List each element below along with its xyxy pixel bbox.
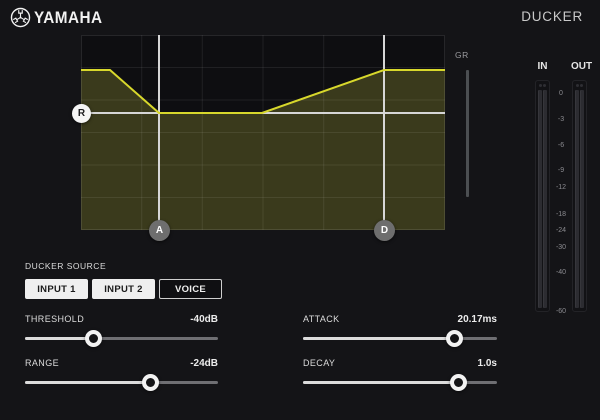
in-peak-dot-right [543, 84, 546, 87]
out-meter-bar-right [580, 90, 584, 308]
meter-scale-tick: -9 [557, 167, 565, 174]
threshold-value: -40dB [190, 314, 218, 325]
range-fill [25, 381, 151, 384]
in-peak-dot-left [539, 84, 542, 87]
meter-scale-tick: -24 [555, 227, 567, 234]
source-button-voice[interactable]: VOICE [159, 279, 222, 299]
meter-scale-tick: -60 [555, 308, 567, 315]
out-level-meter [572, 80, 587, 312]
envelope-plot [81, 35, 445, 230]
range-track[interactable] [25, 374, 218, 391]
source-button-input1[interactable]: INPUT 1 [25, 279, 88, 299]
ducker-source-label: DUCKER SOURCE [25, 261, 107, 271]
decay-slider: DECAY 1.0s [303, 358, 497, 394]
ducker-envelope-graph [81, 35, 445, 230]
meter-scale-tick: -6 [557, 142, 565, 149]
threshold-fill [25, 337, 93, 340]
meter-db-scale: 0 -3 -6 -9 -12 -18 -24 -30 -40 -60 [549, 0, 573, 320]
decay-handle[interactable]: D [374, 220, 395, 241]
range-slider: RANGE -24dB [25, 358, 218, 394]
meter-scale-tick: -40 [555, 269, 567, 276]
decay-label: DECAY [303, 358, 336, 368]
decay-track[interactable] [303, 374, 497, 391]
range-thumb[interactable] [142, 374, 160, 391]
gr-meter-bar [466, 70, 469, 197]
yamaha-tuning-fork-icon [10, 7, 31, 28]
gr-meter-label: GR [455, 50, 469, 60]
threshold-slider: THRESHOLD -40dB [25, 314, 218, 350]
out-meter-label: OUT [571, 61, 593, 72]
out-meter-bar-left [575, 90, 579, 308]
meter-scale-tick: -30 [555, 244, 567, 251]
brand-wordmark: YAMAHA [34, 7, 103, 27]
envelope-fill-area [81, 70, 445, 230]
attack-value: 20.17ms [457, 314, 497, 325]
out-peak-dot-left [576, 84, 579, 87]
threshold-thumb[interactable] [84, 330, 102, 347]
attack-thumb[interactable] [446, 330, 464, 347]
attack-fill [303, 337, 455, 340]
in-meter-bar-left [538, 90, 542, 308]
range-handle[interactable]: R [72, 104, 91, 123]
in-level-meter [535, 80, 550, 312]
ducker-source-buttons: INPUT 1 INPUT 2 VOICE [25, 279, 222, 299]
in-meter-bar-right [543, 90, 547, 308]
envelope-curve [81, 69, 445, 114]
threshold-track[interactable] [25, 330, 218, 347]
attack-slider: ATTACK 20.17ms [303, 314, 497, 350]
decay-value: 1.0s [477, 358, 497, 369]
range-value: -24dB [190, 358, 218, 369]
meter-scale-tick: -18 [555, 211, 567, 218]
attack-label: ATTACK [303, 314, 340, 324]
threshold-label: THRESHOLD [25, 314, 85, 324]
yamaha-logo: YAMAHA [10, 7, 110, 28]
meter-scale-tick: -12 [555, 184, 567, 191]
meter-scale-tick: -3 [557, 116, 565, 123]
meter-scale-tick: 0 [559, 90, 563, 97]
source-button-input2[interactable]: INPUT 2 [92, 279, 155, 299]
decay-fill [303, 381, 459, 384]
decay-thumb[interactable] [450, 374, 468, 391]
out-peak-dot-right [580, 84, 583, 87]
in-meter-label: IN [537, 61, 548, 72]
attack-track[interactable] [303, 330, 497, 347]
page-title: DUCKER [521, 9, 583, 24]
range-label: RANGE [25, 358, 60, 368]
attack-handle[interactable]: A [149, 220, 170, 241]
